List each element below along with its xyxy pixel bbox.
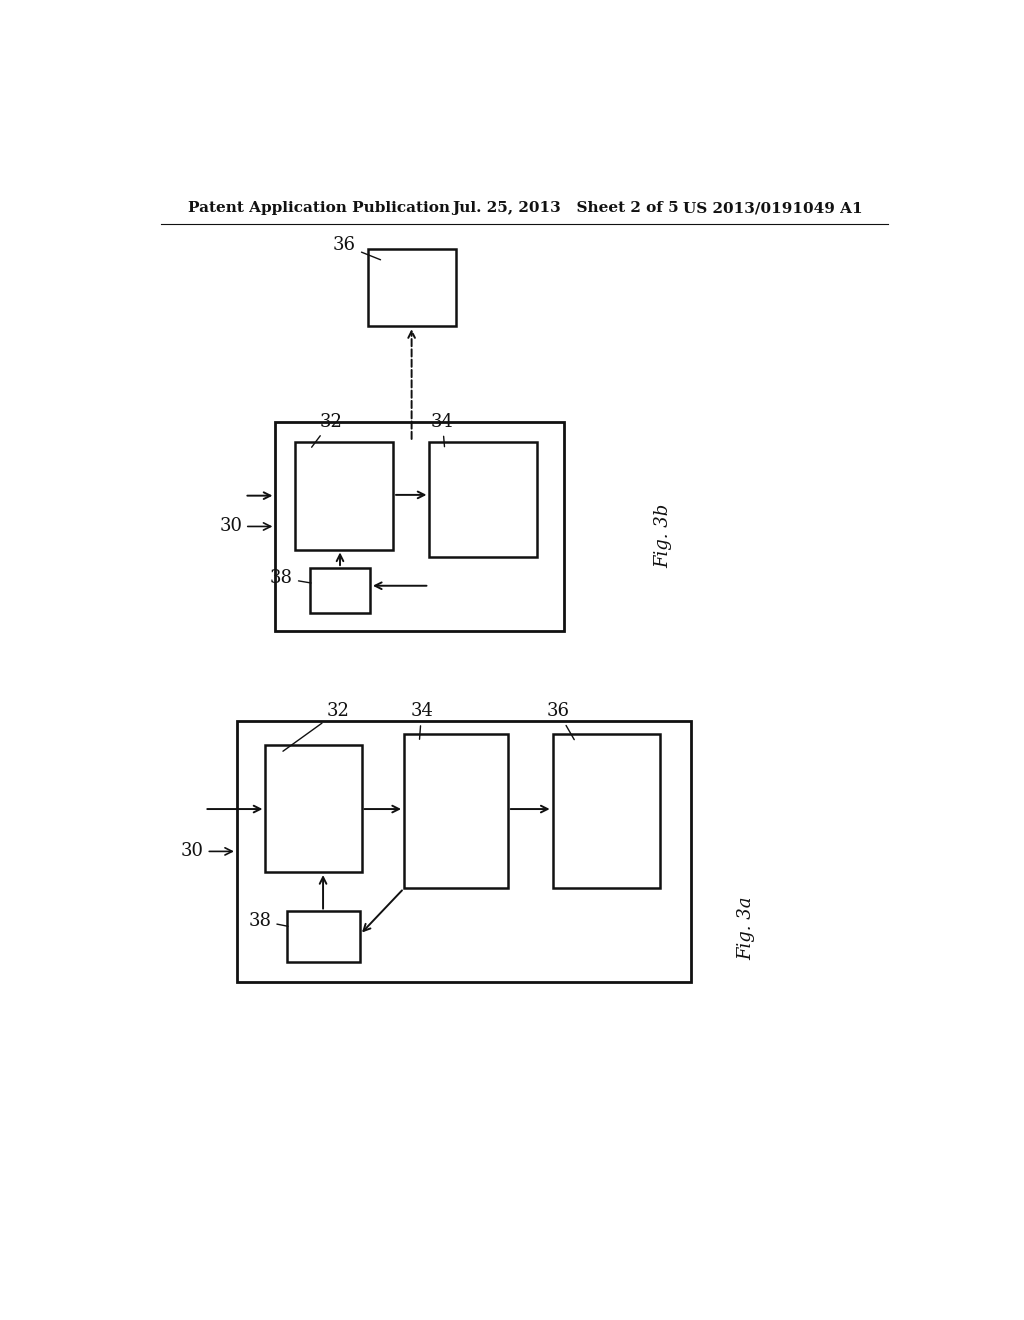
Text: 32: 32 [283, 702, 350, 751]
Text: 30: 30 [180, 842, 232, 861]
Text: US 2013/0191049 A1: US 2013/0191049 A1 [683, 202, 863, 215]
Bar [553, 734, 660, 888]
Text: 36: 36 [333, 236, 381, 260]
Bar [368, 249, 457, 326]
Text: 34: 34 [431, 413, 454, 446]
Bar [429, 442, 538, 557]
Bar [295, 442, 393, 549]
Bar [310, 568, 370, 612]
Text: 32: 32 [311, 413, 342, 447]
Text: Patent Application Publication: Patent Application Publication [188, 202, 451, 215]
Text: 36: 36 [547, 702, 574, 739]
Text: 34: 34 [411, 702, 433, 739]
Bar [265, 744, 361, 873]
Text: Fig. 3a: Fig. 3a [737, 896, 756, 960]
Bar [287, 911, 360, 961]
Text: Fig. 3b: Fig. 3b [654, 503, 672, 568]
Bar [403, 734, 508, 888]
Text: 38: 38 [249, 912, 288, 929]
Bar [275, 422, 564, 631]
Bar [237, 721, 691, 982]
Text: Jul. 25, 2013   Sheet 2 of 5: Jul. 25, 2013 Sheet 2 of 5 [453, 202, 679, 215]
Text: 30: 30 [219, 517, 270, 536]
Text: 38: 38 [270, 569, 311, 587]
